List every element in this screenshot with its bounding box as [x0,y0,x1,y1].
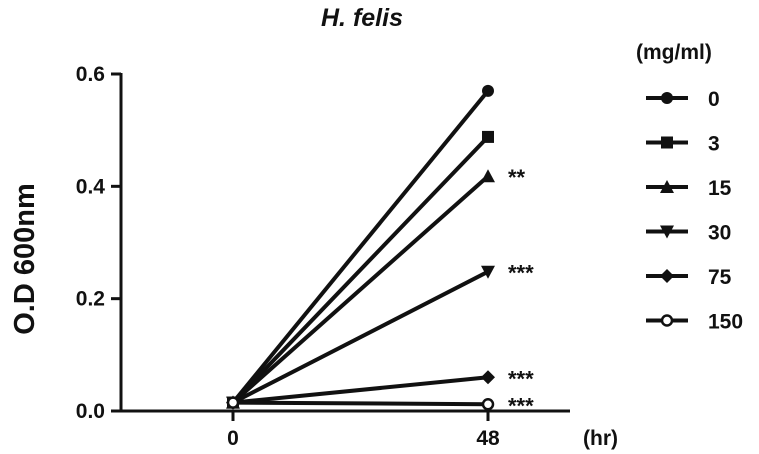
data-point [481,169,495,183]
legend-label: 3 [708,133,720,156]
legend-label: 30 [708,222,731,245]
legend-label: 0 [708,88,720,111]
significance-annotation: *** [508,261,534,286]
data-point [226,396,240,409]
y-tick-label: 0.6 [76,63,105,86]
chart-title: H. felis [321,4,403,32]
legend-entry-3: 3 [646,133,720,156]
legend-label: 75 [708,266,732,289]
series-line [232,375,489,405]
legend-entry-0: 0 [646,88,720,111]
legend-label: 150 [708,311,743,334]
data-point [482,130,494,143]
significance-annotation: *** [508,393,534,418]
series-0 [227,84,494,409]
series-line [231,89,490,404]
y-tick-label: 0.2 [76,288,105,311]
y-tick-label: 0.4 [76,175,106,198]
legend-marker [660,225,674,239]
series-3 [227,130,494,409]
legend-marker [660,314,674,327]
data-point [481,398,495,411]
significance-annotation: ** [508,165,526,190]
series-line [232,400,489,407]
legend-marker [660,269,674,283]
legend-entry-150: 150 [646,311,743,334]
series-line [231,135,490,404]
y-tick-label: 0.0 [76,400,105,423]
data-point [481,265,495,279]
legend-marker [661,136,673,149]
series-15: ** [226,165,526,409]
x-axis-unit-label: (hr) [583,427,618,450]
significance-annotation: *** [508,366,534,391]
data-point [482,84,494,97]
y-axis-label: O.D 600nm [9,183,41,335]
legend-entry-75: 75 [646,266,732,289]
series-line [232,269,489,405]
series-150: *** [226,393,534,418]
series-line [231,174,490,405]
x-tick-label: 0 [227,427,239,450]
legend-marker [660,180,674,193]
legend-marker [661,92,673,104]
legend-entry-15: 15 [646,177,732,200]
x-tick-label: 48 [476,427,500,450]
legend-entry-30: 30 [646,222,731,245]
data-point [481,370,495,385]
legend-label: 15 [708,177,732,200]
legend-title: (mg/ml) [636,41,712,64]
